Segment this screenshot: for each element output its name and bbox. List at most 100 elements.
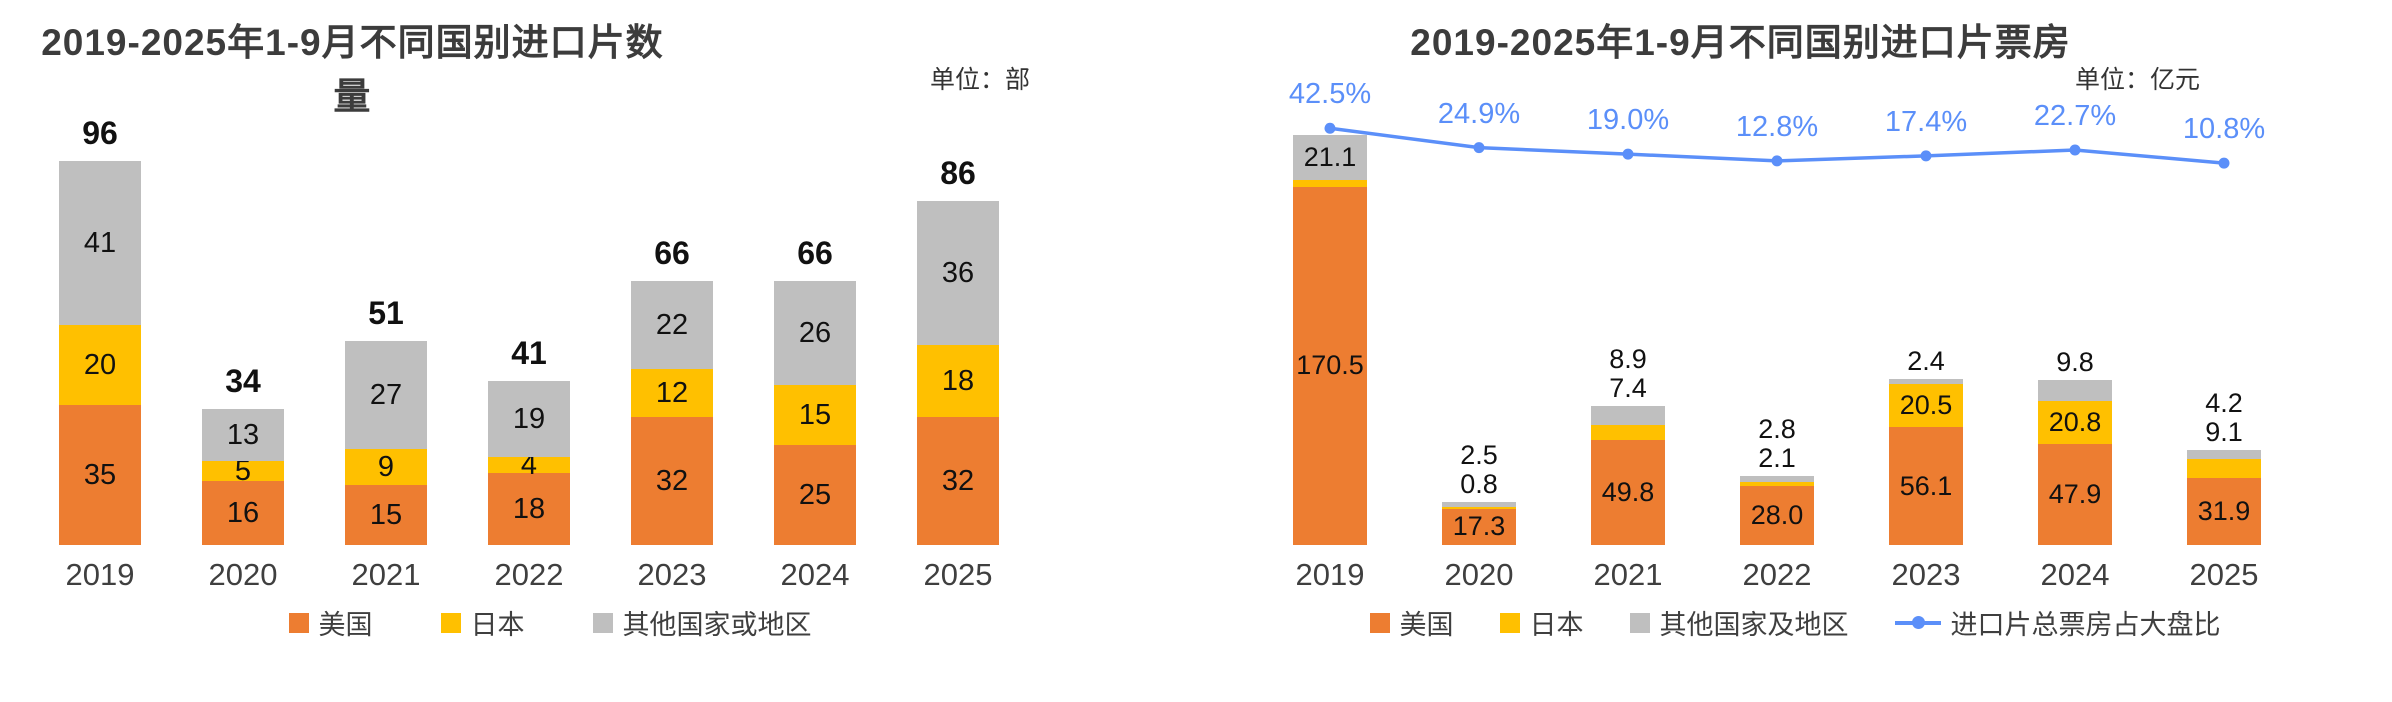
bar-segment <box>202 481 284 545</box>
bar-segment <box>1442 506 1516 509</box>
bar-segment <box>345 341 427 449</box>
legend-swatch <box>288 612 309 633</box>
bar-segment <box>202 409 284 461</box>
bar-segment <box>631 281 713 369</box>
import-count-chart: 2019-2025年1-9月不同国别进口片数量 单位：部 美国 日本 其他国家或地区… <box>30 0 1070 702</box>
bar-segment <box>202 461 284 481</box>
legend-label: 美国 <box>1399 610 1454 640</box>
bar-value-label: 9 <box>377 450 395 483</box>
bar-value-label: 19 <box>512 402 546 435</box>
bar-value-label: 17.3 <box>1452 511 1506 542</box>
line-point <box>1920 150 1932 162</box>
legend-label: 其他国家或地区 <box>622 610 812 640</box>
bar-segment <box>2187 458 2261 478</box>
bar-value-label: 15 <box>369 498 403 531</box>
bar-total-label: 66 <box>797 235 833 271</box>
unit-label: 单位：部 <box>929 66 1030 94</box>
bar-value-label: 170.5 <box>1296 350 1364 381</box>
bar-segment <box>917 417 999 545</box>
legend-swatch <box>1499 612 1520 633</box>
legend-item: 日本 <box>440 603 525 642</box>
bar-segment <box>774 385 856 445</box>
bar-value-label: 27 <box>369 378 403 411</box>
bar-value-label: 16 <box>226 496 260 529</box>
bar-segment <box>2187 478 2261 545</box>
line-value-label: 42.5% <box>1288 78 1372 111</box>
bar-value-label: 5 <box>234 454 252 487</box>
bar-segment <box>1442 501 1516 507</box>
x-axis-label: 2023 <box>1891 557 1961 592</box>
bar-segment <box>1591 424 1665 441</box>
legend-swatch <box>592 612 613 633</box>
x-axis-label: 2020 <box>208 557 278 592</box>
bar-segment <box>2187 450 2261 459</box>
bar-value-label: 22 <box>655 308 689 341</box>
legend-swatch <box>1369 612 1390 633</box>
bar-value-label: 7.4 <box>1609 373 1647 404</box>
x-axis-label: 2019 <box>1295 557 1365 592</box>
chart-title: 2019-2025年1-9月不同国别进口片数量 <box>41 22 664 117</box>
line-value-label: 22.7% <box>2033 100 2117 133</box>
legend-label: 进口片总票房占大盘比 <box>1950 610 2221 640</box>
bar-value-label: 20.8 <box>2048 407 2102 438</box>
bar-value-label: 2.8 <box>1758 413 1796 444</box>
bar-value-label: 49.8 <box>1601 477 1655 508</box>
bar-value-label: 9.1 <box>2205 417 2243 448</box>
legend-swatch <box>1629 612 1650 633</box>
x-axis-label: 2022 <box>1742 557 1812 592</box>
bar-total-label: 66 <box>654 235 690 271</box>
bar-segment <box>917 201 999 345</box>
bar-value-label: 25 <box>798 478 832 511</box>
x-axis-label: 2019 <box>65 557 135 592</box>
bar-segment <box>1740 486 1814 545</box>
bar-segment <box>774 281 856 385</box>
line-point <box>2218 157 2230 169</box>
bar-value-label: 32 <box>655 464 689 497</box>
bar-segment <box>1889 379 1963 385</box>
x-axis-label: 2021 <box>351 557 421 592</box>
import-boxoffice-chart: 2019-2025年1-9月不同国别进口片票房 单位：亿元 美国 日本 其他国家及地… <box>1250 0 2340 702</box>
bar-total-label: 41 <box>511 335 547 371</box>
bar-segment <box>488 381 570 457</box>
bar-value-label: 2.5 <box>1460 439 1498 470</box>
bar-segment <box>1591 406 1665 425</box>
x-axis-label: 2024 <box>780 557 850 592</box>
bar-value-label: 35 <box>83 458 117 491</box>
line-value-label: 24.9% <box>1437 97 1521 130</box>
bar-value-label: 9.8 <box>2056 347 2094 378</box>
x-axis-label: 2023 <box>637 557 707 592</box>
bar-value-label: 32 <box>941 464 975 497</box>
bar-value-label: 41 <box>83 226 117 259</box>
legend-item: 美国 <box>288 603 373 642</box>
bar-value-label: 18 <box>941 364 975 397</box>
bar-segment <box>488 457 570 473</box>
line-point <box>2069 144 2081 156</box>
bar-segment <box>631 417 713 545</box>
bar-segment <box>1293 179 1367 187</box>
legend-line-dot <box>1911 615 1925 629</box>
legend-item: 其他国家及地区 <box>1629 603 1849 642</box>
bar-value-label: 13 <box>226 418 260 451</box>
bar-value-label: 20 <box>83 348 117 381</box>
bar-value-label: 15 <box>798 398 832 431</box>
line-point <box>1622 148 1634 160</box>
bar-value-label: 26 <box>798 316 832 349</box>
legend-label: 日本 <box>470 610 525 640</box>
bar-value-label: 21.1 <box>1303 141 1357 172</box>
bar-segment <box>1740 475 1814 482</box>
bar-segment <box>59 325 141 405</box>
line-point <box>1771 155 1783 167</box>
legend-swatch <box>440 612 461 633</box>
bar-segment <box>1442 508 1516 545</box>
bar-total-label: 51 <box>368 295 404 331</box>
x-axis-label: 2021 <box>1593 557 1663 592</box>
bar-segment <box>1740 481 1814 487</box>
chart-title: 2019-2025年1-9月不同国别进口片票房 <box>1410 22 2071 63</box>
x-axis-label: 2025 <box>923 557 993 592</box>
bar-segment <box>488 473 570 545</box>
x-axis-label: 2020 <box>1444 557 1514 592</box>
line-point <box>1324 122 1336 134</box>
bar-total-label: 34 <box>225 363 261 399</box>
line-value-label: 10.8% <box>2182 113 2266 146</box>
bar-segment <box>345 449 427 485</box>
